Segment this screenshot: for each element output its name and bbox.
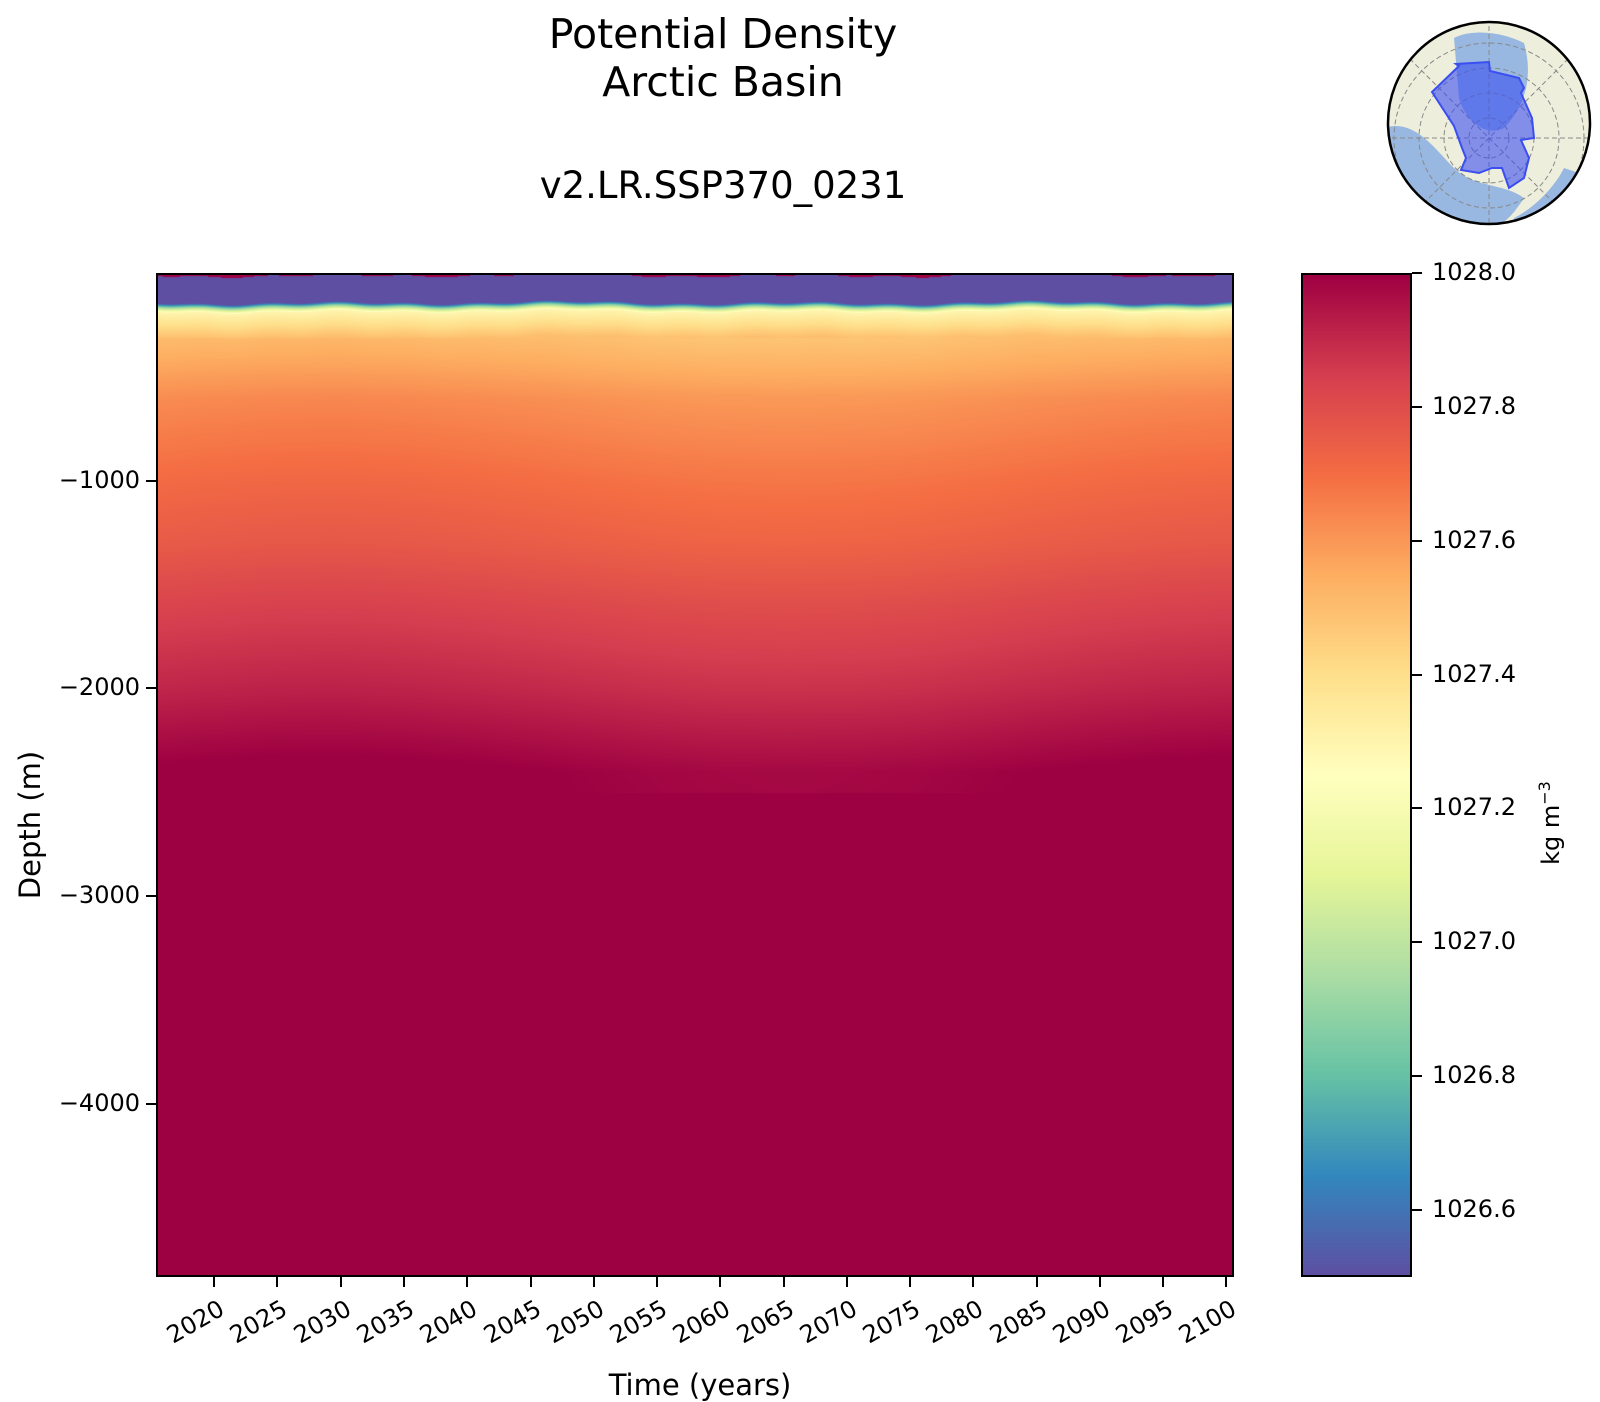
y-tick-label: −2000	[58, 673, 140, 702]
colorbar-gradient	[1303, 275, 1410, 1275]
colorbar-tick-label: 1028.0	[1432, 258, 1516, 286]
colorbar-tick-label: 1027.2	[1432, 793, 1516, 822]
x-tick-label: 2035	[352, 1294, 419, 1350]
y-tick-label: −1000	[58, 465, 140, 494]
colorbar-tick-label: 1026.8	[1432, 1061, 1516, 1090]
x-tick-label: 2040	[415, 1294, 483, 1350]
colorbar-tick	[1412, 941, 1422, 944]
x-tick-label: 2055	[605, 1294, 672, 1350]
x-tick	[339, 1277, 342, 1287]
y-tick-label: −4000	[58, 1088, 140, 1117]
y-tick	[146, 1102, 156, 1105]
colorbar-tick-label: 1027.8	[1432, 391, 1516, 420]
x-tick-label: 2095	[1111, 1294, 1179, 1350]
x-tick	[719, 1277, 722, 1287]
x-tick	[1098, 1277, 1101, 1287]
x-tick	[1035, 1277, 1038, 1287]
x-tick	[276, 1277, 279, 1287]
x-tick-label: 2045	[478, 1294, 546, 1350]
colorbar-tick-label: 1027.4	[1432, 659, 1516, 688]
colorbar-tick	[1412, 1209, 1422, 1212]
x-tick-label: 2025	[225, 1294, 293, 1350]
x-tick-label: 2080	[921, 1294, 989, 1350]
chart-subtitle: v2.LR.SSP370_0231	[539, 164, 907, 207]
x-tick-label: 2020	[162, 1294, 230, 1350]
x-tick-label: 2075	[858, 1294, 926, 1350]
heatmap-image	[158, 275, 1232, 1275]
x-tick	[845, 1277, 848, 1287]
colorbar-tick	[1412, 807, 1422, 810]
x-tick	[782, 1277, 785, 1287]
x-tick	[972, 1277, 975, 1287]
x-tick-label: 2085	[984, 1294, 1052, 1350]
x-axis-label: Time (years)	[608, 1368, 792, 1402]
colorbar-tick	[1412, 405, 1422, 408]
colorbar-tick	[1412, 539, 1422, 542]
colorbar-label: kg m−3	[1535, 753, 1565, 893]
map-boundary	[1386, 20, 1592, 226]
y-tick	[146, 894, 156, 897]
x-tick	[592, 1277, 595, 1287]
colorbar-tick	[1412, 673, 1422, 676]
x-tick-label: 2070	[794, 1294, 862, 1350]
colorbar-tick	[1412, 1075, 1422, 1078]
x-tick	[402, 1277, 405, 1287]
x-tick	[1225, 1277, 1228, 1287]
colorbar-tick	[1412, 272, 1422, 274]
x-tick-label: 2050	[541, 1294, 609, 1350]
map-region-arctic-basin	[1430, 60, 1536, 190]
colorbar-tick-label: 1027.0	[1432, 927, 1516, 956]
colorbar	[1301, 273, 1412, 1277]
colorbar-tick-label: 1026.6	[1432, 1195, 1516, 1224]
colorbar-label-unit: kg m	[1537, 804, 1565, 865]
x-tick-label: 2090	[1047, 1294, 1115, 1350]
x-tick	[529, 1277, 532, 1287]
y-tick	[146, 479, 156, 482]
x-tick	[656, 1277, 659, 1287]
inset-map	[1386, 20, 1592, 226]
x-tick-label: 2030	[288, 1294, 356, 1350]
colorbar-tick-label: 1027.6	[1432, 525, 1516, 554]
heatmap-axes	[156, 273, 1234, 1277]
y-tick	[146, 687, 156, 690]
x-tick-label: 2065	[731, 1294, 799, 1350]
x-tick	[466, 1277, 469, 1287]
x-tick	[213, 1277, 216, 1287]
y-tick-label: −3000	[58, 880, 140, 909]
chart-title-line1: Potential Density	[548, 10, 898, 58]
chart-title-line2: Arctic Basin	[602, 58, 844, 106]
y-axis-label: Depth (m)	[13, 750, 47, 900]
x-tick	[909, 1277, 912, 1287]
x-tick-label: 2100	[1174, 1294, 1242, 1350]
colorbar-label-exponent: −3	[1535, 781, 1554, 805]
x-tick-label: 2060	[668, 1294, 736, 1350]
x-tick	[1162, 1277, 1165, 1287]
